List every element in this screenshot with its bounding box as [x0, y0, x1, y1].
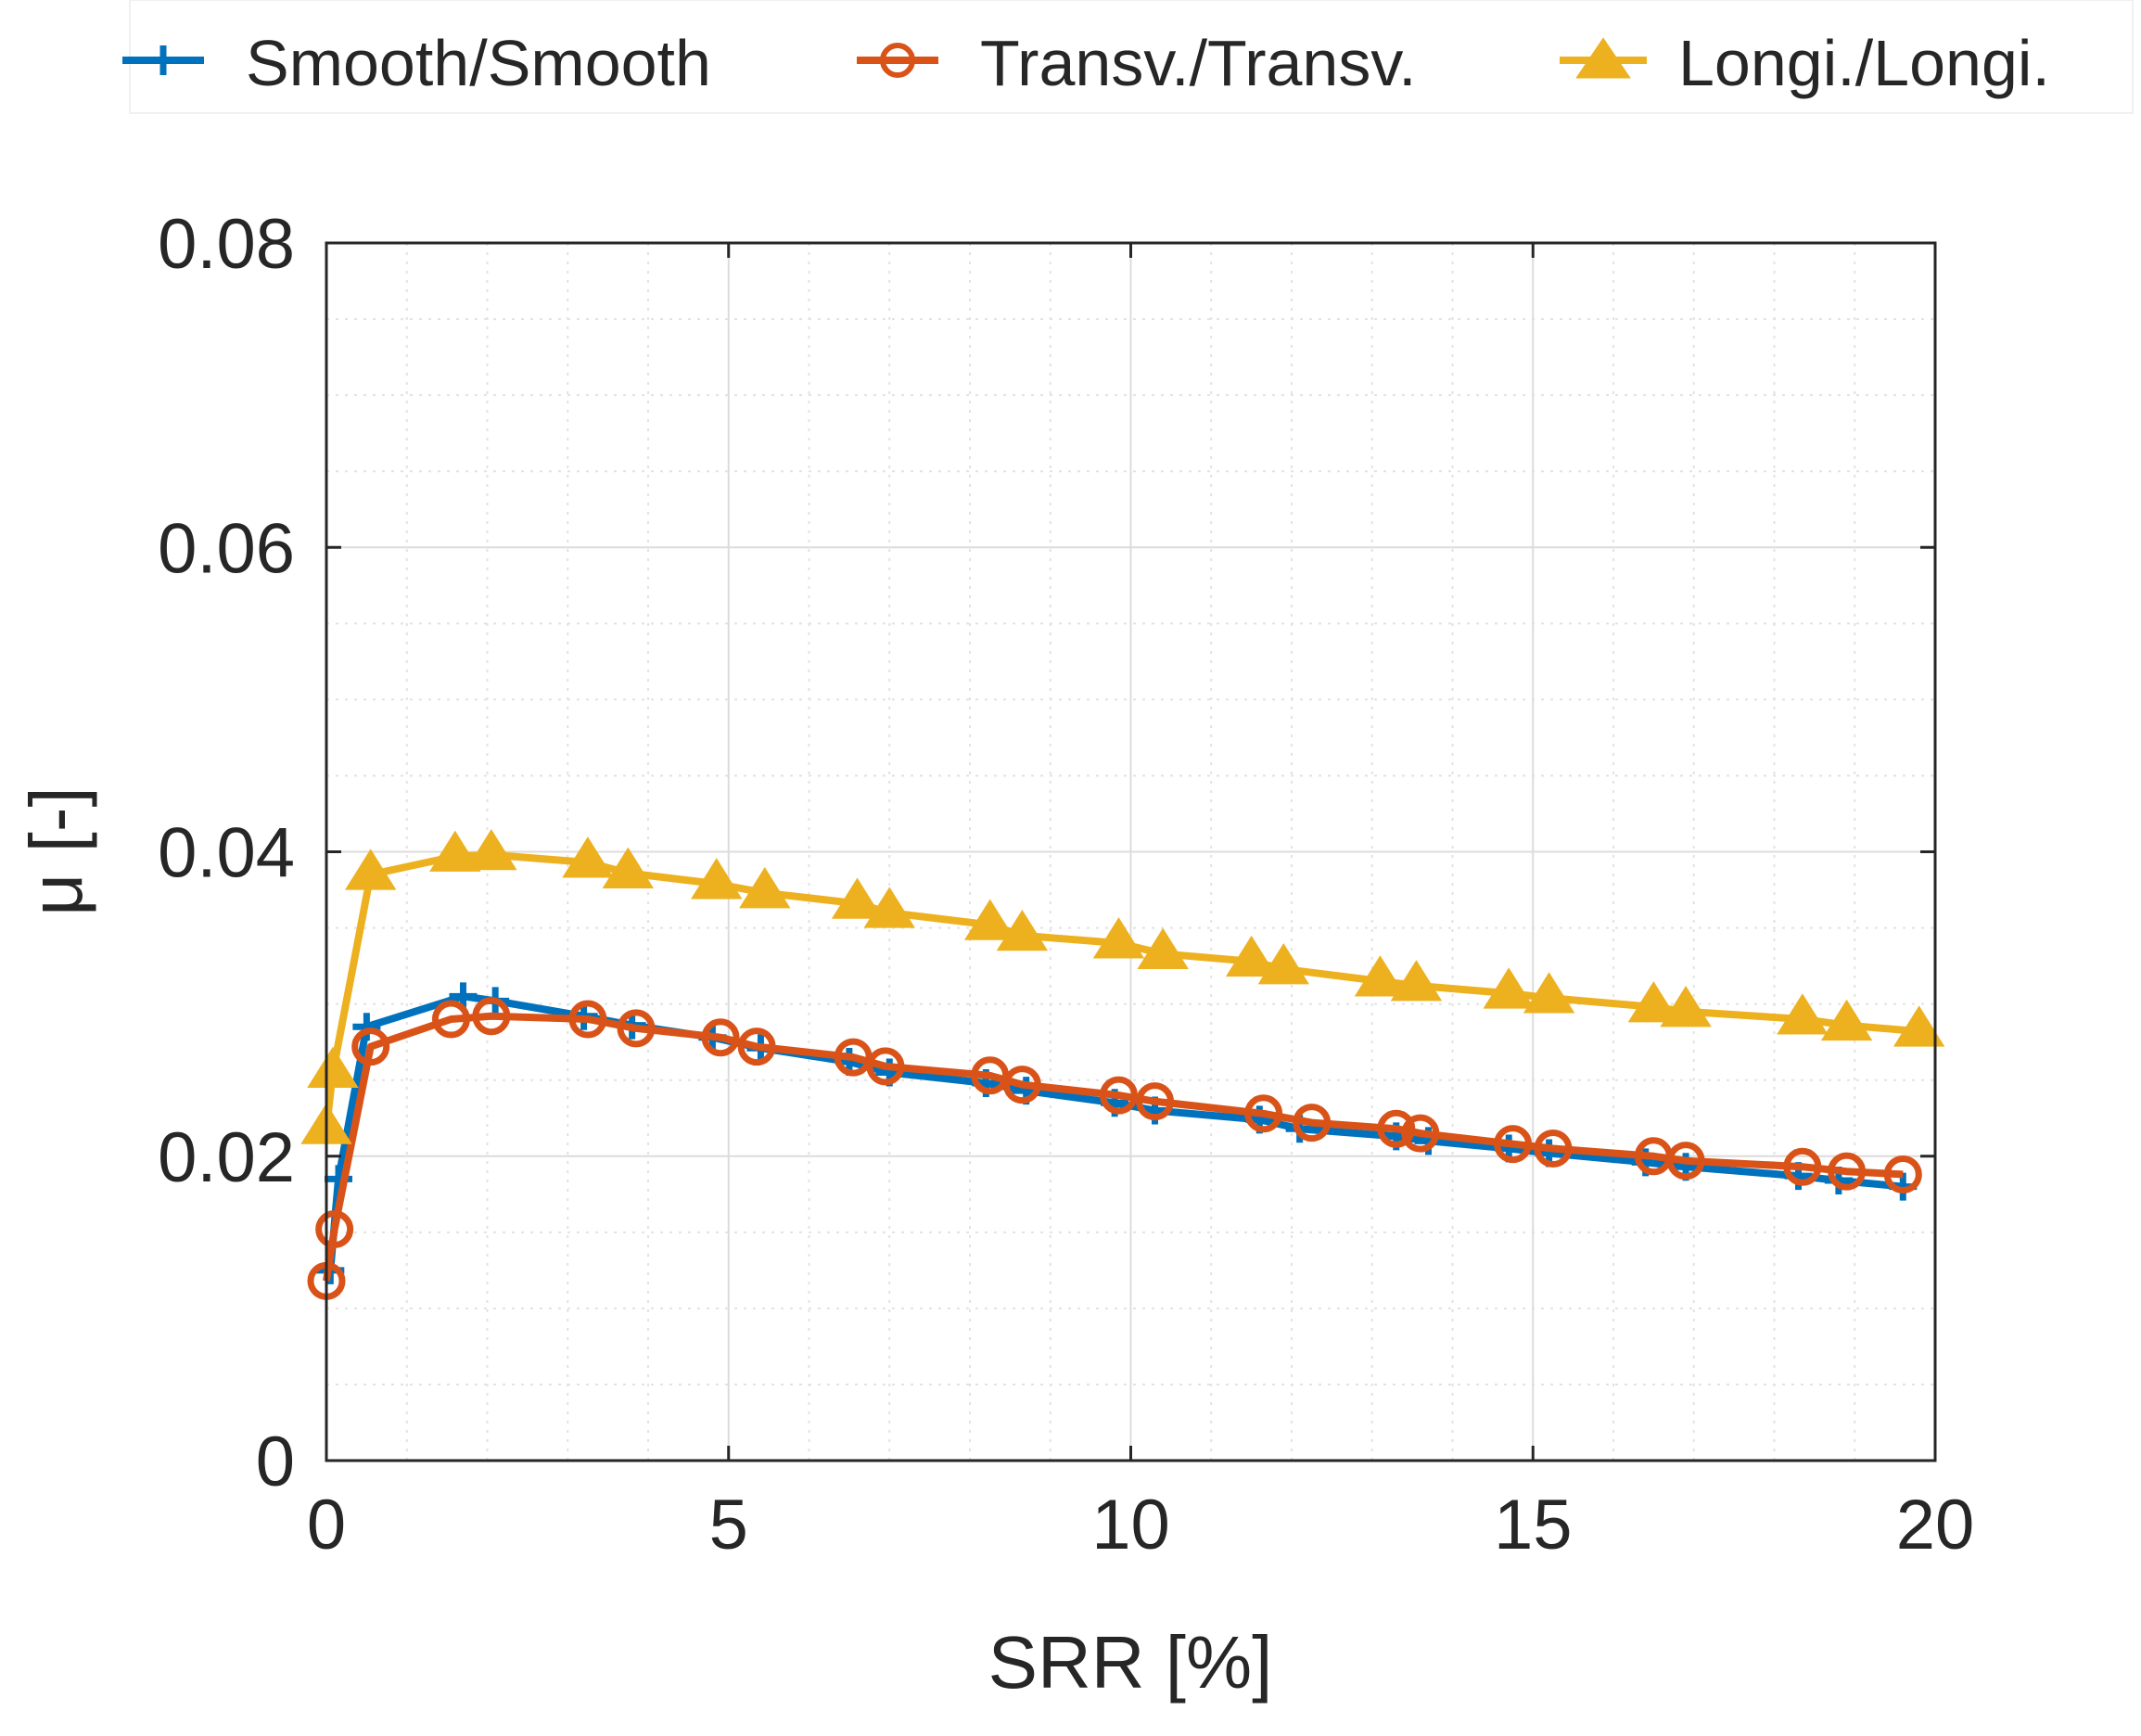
data-point	[691, 858, 743, 900]
series-line-smooth-smooth	[326, 992, 1904, 1271]
data-point	[1483, 967, 1535, 1009]
legend: Smooth/Smooth Transv./Transv. Longi./Lon…	[122, 0, 2134, 114]
data-point	[1534, 1130, 1573, 1168]
data-point	[431, 1000, 470, 1039]
data-point	[1883, 1155, 1922, 1194]
data-point	[602, 847, 655, 888]
y-tick-label: 0.06	[158, 509, 295, 588]
series-transv-transv	[307, 997, 1922, 1300]
legend-plus-marker-icon	[148, 45, 178, 75]
legend-box	[129, 0, 2134, 114]
data-point	[568, 1000, 607, 1039]
data-point	[1401, 1114, 1440, 1153]
data-point	[1225, 935, 1278, 977]
data-point	[1390, 960, 1443, 1002]
data-point	[737, 1028, 776, 1066]
data-point	[351, 1028, 390, 1066]
data-point	[1136, 1082, 1175, 1121]
data-point	[866, 1047, 905, 1086]
legend-label-transv: Transv./Transv.	[980, 27, 1417, 99]
x-tick-label: 15	[1494, 1486, 1573, 1564]
data-point	[465, 828, 517, 871]
x-axis-title: SRR [%]	[988, 1621, 1273, 1704]
legend-entry-transv: Transv./Transv.	[857, 27, 1417, 99]
data-point	[1820, 999, 1873, 1041]
data-point	[1777, 993, 1829, 1035]
data-point	[1354, 955, 1407, 997]
data-point	[1783, 1147, 1822, 1186]
data-point	[1257, 943, 1310, 985]
data-point	[996, 909, 1049, 951]
y-axis-title: μ [-]	[15, 786, 97, 915]
data-point	[1377, 1109, 1416, 1148]
data-point	[1092, 917, 1145, 959]
data-point	[1627, 981, 1680, 1023]
data-point	[963, 899, 1016, 940]
data-point	[1494, 1125, 1533, 1164]
data-point	[831, 877, 884, 919]
x-tick-label: 20	[1896, 1486, 1975, 1564]
data-point	[1666, 1142, 1705, 1181]
legend-label-smooth: Smooth/Smooth	[246, 27, 711, 99]
data-point	[1244, 1094, 1283, 1133]
data-point	[701, 1018, 740, 1057]
data-point	[1523, 972, 1575, 1014]
data-point	[1293, 1104, 1332, 1142]
legend-entry-smooth: Smooth/Smooth	[122, 27, 711, 99]
data-point	[1660, 985, 1712, 1028]
data-point	[1137, 927, 1189, 969]
legend-label-longi: Longi./Longi.	[1678, 27, 2050, 99]
data-point	[739, 866, 791, 909]
x-tick-label: 5	[709, 1486, 748, 1564]
legend-entry-longi: Longi./Longi.	[1560, 27, 2050, 99]
data-point	[429, 830, 481, 872]
data-point	[307, 1046, 359, 1088]
data-point	[345, 849, 397, 890]
data-point	[1002, 1066, 1041, 1104]
data-point	[1099, 1076, 1138, 1115]
y-tick-label: 0	[256, 1423, 295, 1501]
y-tick-label: 0.02	[158, 1118, 295, 1197]
legend-circle-marker-icon	[880, 43, 915, 78]
y-tick-label: 0.04	[158, 814, 295, 893]
axis-ticks: 0 5 10 15 20 0 0.02 0.04 0.06 0.08	[158, 205, 1974, 1564]
data-point	[352, 1013, 381, 1041]
y-tick-label: 0.08	[158, 205, 295, 284]
data-point	[562, 836, 614, 878]
data-point	[472, 997, 511, 1036]
grid	[326, 243, 1935, 1461]
data-point	[315, 1210, 354, 1249]
data-point	[617, 1009, 656, 1048]
legend-triangle-marker-icon	[1575, 37, 1631, 79]
x-tick-label: 10	[1091, 1486, 1170, 1564]
x-tick-label: 0	[307, 1486, 346, 1564]
data-point	[1828, 1152, 1867, 1191]
data-point	[863, 887, 915, 928]
data-point	[1892, 1005, 1945, 1047]
